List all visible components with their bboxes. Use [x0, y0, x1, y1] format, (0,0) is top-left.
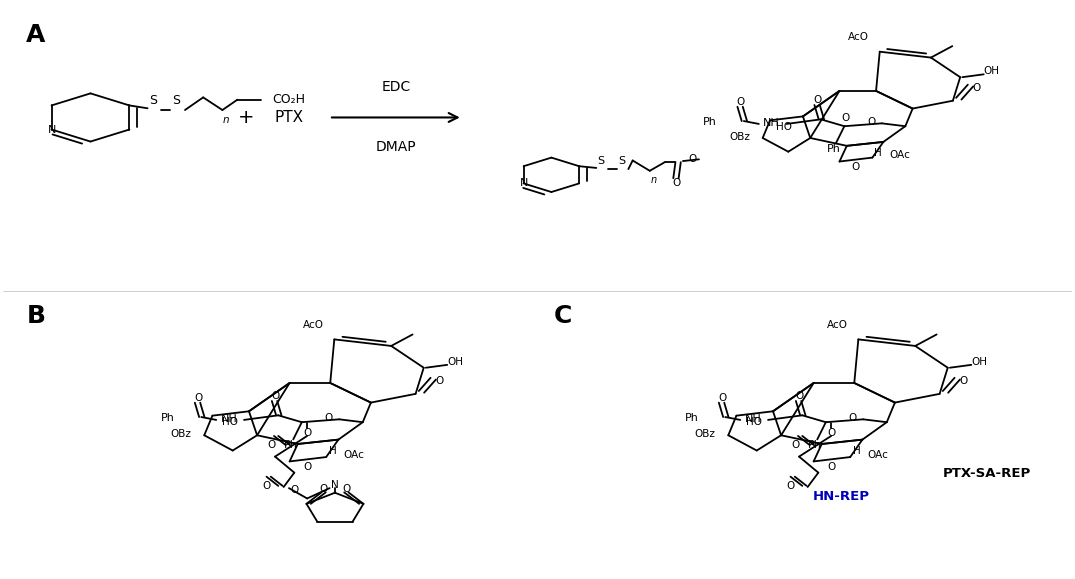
Text: B: B — [26, 304, 45, 328]
Text: +: + — [239, 108, 255, 127]
Text: n: n — [651, 175, 657, 185]
Text: N: N — [331, 479, 339, 490]
Text: O: O — [842, 113, 849, 123]
Text: S: S — [597, 156, 604, 166]
Text: DMAP: DMAP — [376, 140, 417, 154]
Text: O: O — [792, 440, 800, 450]
Text: HO: HO — [776, 122, 792, 132]
Text: O: O — [303, 427, 312, 438]
Text: Ph: Ph — [827, 144, 841, 154]
Text: O: O — [972, 83, 980, 93]
Text: H: H — [329, 446, 336, 456]
Text: Ph: Ph — [284, 440, 298, 450]
Text: OH: OH — [984, 67, 1000, 76]
Text: O: O — [672, 178, 680, 188]
Text: O: O — [342, 484, 350, 494]
Text: O: O — [319, 484, 328, 494]
Text: NH: NH — [763, 118, 780, 129]
Text: O: O — [718, 393, 727, 403]
Text: S: S — [172, 94, 181, 107]
Text: EDC: EDC — [382, 80, 411, 94]
Text: OAc: OAc — [868, 450, 888, 460]
Text: AcO: AcO — [302, 320, 324, 330]
Text: O: O — [787, 481, 794, 491]
Text: HO: HO — [223, 417, 239, 427]
Text: O: O — [959, 376, 968, 386]
Text: AcO: AcO — [827, 320, 848, 330]
Text: AcO: AcO — [848, 32, 869, 42]
Text: O: O — [271, 391, 280, 401]
Text: O: O — [851, 162, 860, 172]
Text: PTX-SA-REP: PTX-SA-REP — [943, 467, 1031, 479]
Text: N: N — [47, 124, 56, 134]
Text: Ph: Ph — [703, 117, 717, 127]
Text: O: O — [827, 427, 835, 438]
Text: H: H — [874, 148, 881, 159]
Text: H: H — [854, 446, 861, 456]
Text: OBz: OBz — [729, 132, 750, 142]
Text: A: A — [26, 23, 45, 47]
Text: O: O — [868, 117, 875, 127]
Text: S: S — [149, 94, 157, 107]
Text: O: O — [688, 154, 697, 164]
Text: O: O — [848, 413, 857, 423]
Text: O: O — [736, 97, 745, 107]
Text: HN-REP: HN-REP — [813, 490, 870, 503]
Text: OH: OH — [447, 357, 463, 367]
Text: O: O — [814, 96, 821, 105]
Text: OBz: OBz — [694, 429, 716, 439]
Text: PTX: PTX — [275, 110, 304, 125]
Text: S: S — [618, 156, 626, 166]
Text: O: O — [435, 376, 443, 386]
Text: CO₂H: CO₂H — [272, 93, 305, 106]
Text: O: O — [194, 393, 202, 403]
Text: N: N — [519, 178, 528, 188]
Text: OH: OH — [972, 357, 987, 367]
Text: HO: HO — [746, 417, 762, 427]
Text: O: O — [304, 461, 312, 472]
Text: O: O — [828, 461, 836, 472]
Text: O: O — [268, 440, 276, 450]
Text: Ph: Ph — [160, 413, 174, 423]
Text: OAc: OAc — [889, 151, 911, 160]
Text: O: O — [794, 391, 803, 401]
Text: OBz: OBz — [171, 429, 191, 439]
Text: OAc: OAc — [343, 450, 364, 460]
Text: O: O — [325, 413, 333, 423]
Text: Ph: Ph — [808, 440, 822, 450]
Text: NH: NH — [745, 415, 761, 424]
Text: Ph: Ph — [685, 413, 699, 423]
Text: NH: NH — [220, 415, 238, 424]
Text: n: n — [223, 115, 229, 125]
Text: C: C — [554, 304, 572, 328]
Text: O: O — [262, 481, 271, 491]
Text: O: O — [290, 485, 299, 495]
